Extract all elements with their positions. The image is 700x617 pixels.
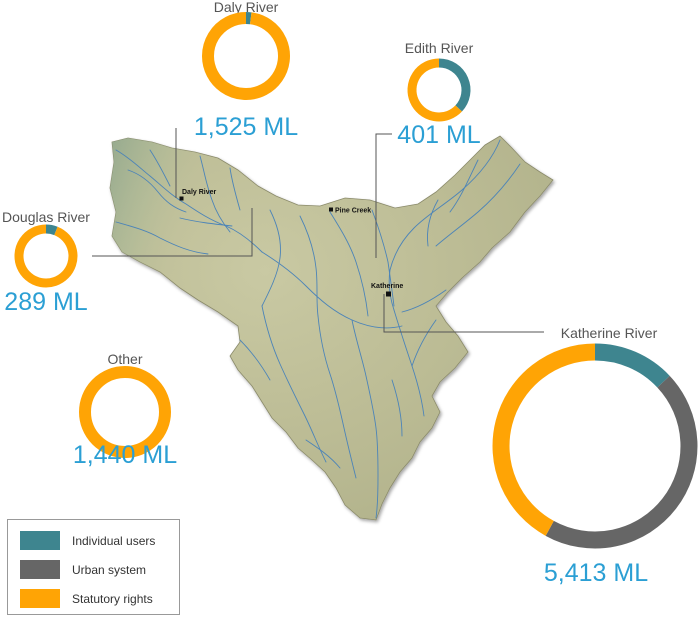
town-marker-katherine <box>386 291 391 297</box>
donut-ring-daly-river <box>202 12 290 100</box>
town-label-pine-creek: Pine Creek <box>335 208 371 215</box>
leader-edith-river <box>375 133 392 258</box>
legend-label-individual-users: Individual users <box>72 534 155 548</box>
donut-title-katherine-river: Katherine River <box>561 325 658 341</box>
legend-label-statutory-rights: Statutory rights <box>72 592 153 606</box>
leader-douglas-river <box>92 208 253 257</box>
legend: Individual users Urban system Statutory … <box>7 519 180 615</box>
donut-title-edith-river: Edith River <box>405 40 474 56</box>
leader-lines <box>92 128 544 333</box>
donut-title-douglas-river: Douglas River <box>2 209 90 225</box>
donut-other: Other 1,440 ML <box>73 351 177 469</box>
town-marker-pine-creek <box>329 207 333 212</box>
legend-swatch-statutory-rights <box>20 589 60 608</box>
donut-total-douglas-river: 289 ML <box>4 288 87 316</box>
donut-katherine-river: Katherine River 5,413 ML <box>492 325 698 587</box>
donut-slice-edith-river-individual-users <box>438 58 471 112</box>
donut-daly-river: Daly River 1,525 ML <box>194 0 298 141</box>
legend-swatch-urban-system <box>20 560 60 579</box>
donut-ring-douglas-river <box>14 224 78 288</box>
catchment-west-shading <box>110 138 258 276</box>
donut-ring-edith-river <box>407 58 471 122</box>
donut-slice-katherine-river-statutory-rights <box>492 343 596 536</box>
donut-total-katherine-river: 5,413 ML <box>544 559 648 587</box>
donut-slice-other-statutory-rights <box>79 366 171 458</box>
donut-ring-other <box>79 366 171 458</box>
town-label-katherine: Katherine <box>371 283 403 290</box>
legend-swatch-individual-users <box>20 531 60 550</box>
donut-slice-douglas-river-statutory-rights <box>14 224 78 288</box>
catchment-map: Daly River Pine Creek Katherine <box>109 135 554 521</box>
donut-title-daly-river: Daly River <box>214 0 279 15</box>
legend-label-urban-system: Urban system <box>72 563 146 577</box>
donut-slice-katherine-river-urban-system <box>545 375 698 549</box>
town-markers: Daly River Pine Creek Katherine <box>179 189 403 297</box>
donut-ring-katherine-river <box>492 343 698 549</box>
leader-katherine-river <box>383 294 544 333</box>
donut-slice-edith-river-statutory-rights <box>407 58 462 122</box>
donut-total-daly-river: 1,525 ML <box>194 113 298 141</box>
river-network <box>115 139 521 519</box>
donut-slice-katherine-river-individual-users <box>594 343 670 388</box>
donut-douglas-river: Douglas River 289 ML <box>2 209 90 316</box>
donut-edith-river: Edith River 401 ML <box>397 40 480 149</box>
donut-total-other: 1,440 ML <box>73 441 177 469</box>
donut-title-other: Other <box>107 351 142 367</box>
town-marker-daly-river <box>179 196 184 201</box>
donut-slice-douglas-river-individual-users <box>45 224 58 236</box>
town-label-daly-river: Daly River <box>182 189 217 196</box>
donut-slice-daly-river-statutory-rights <box>202 12 290 100</box>
donut-total-edith-river: 401 ML <box>397 121 480 149</box>
